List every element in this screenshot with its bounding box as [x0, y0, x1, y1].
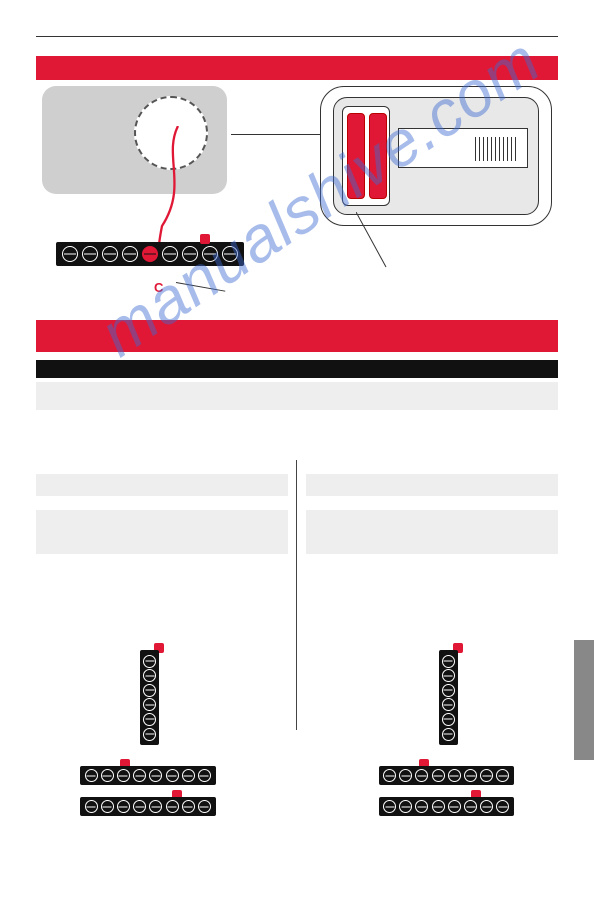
left-col-head	[36, 474, 288, 496]
right-col-head	[306, 474, 558, 496]
battery-1	[347, 113, 365, 199]
right-terminal-diagrams	[379, 640, 515, 818]
page-side-tab	[574, 640, 594, 760]
terminal-strip-b	[80, 766, 216, 785]
heading-redbar-1	[36, 56, 558, 80]
thermostat-inner	[333, 97, 539, 215]
c-terminal-leader	[176, 282, 225, 292]
thermostat-back	[320, 86, 552, 226]
battery-2	[369, 113, 387, 199]
terminal-tab	[200, 234, 210, 244]
left-terminal-diagrams	[80, 640, 216, 818]
vertical-terminal-block	[140, 650, 159, 745]
c-terminal	[142, 246, 158, 262]
manual-page: C	[0, 0, 594, 918]
c-terminal-label: C	[154, 280, 163, 295]
thermostat-callout-line	[356, 212, 396, 272]
pin-header	[475, 137, 519, 161]
subheading-greybar	[36, 382, 558, 410]
left-col-block	[36, 510, 288, 554]
callout-line	[231, 134, 321, 135]
terminal-strip-b	[379, 766, 515, 785]
column-separator	[296, 460, 297, 730]
heading-blackbar	[36, 360, 558, 378]
wiring-diagram: C	[36, 86, 558, 296]
terminal-strip-c	[379, 797, 515, 816]
heading-redbar-2	[36, 320, 558, 352]
battery-compartment	[342, 106, 390, 206]
top-divider	[36, 36, 558, 37]
vertical-terminal-block	[439, 650, 458, 745]
main-terminal-block	[56, 242, 244, 267]
wall-plate	[42, 86, 227, 194]
right-col-block	[306, 510, 558, 554]
terminal-strip-c	[80, 797, 216, 816]
thermostat-board	[398, 128, 528, 168]
